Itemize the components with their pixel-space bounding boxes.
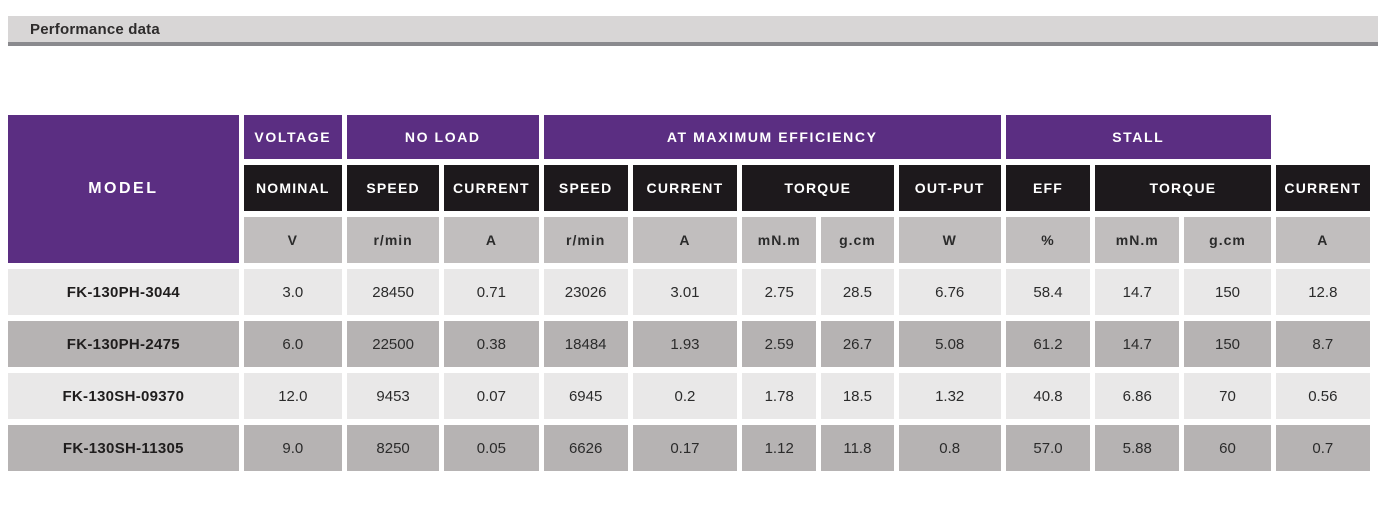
model-cell: FK-130PH-2475 <box>8 321 239 367</box>
data-cell: 40.8 <box>1005 373 1091 419</box>
data-cell: 5.08 <box>898 321 1001 367</box>
data-cell: 0.17 <box>632 425 738 471</box>
data-cell: 6.86 <box>1095 373 1180 419</box>
data-cell: 1.78 <box>742 373 817 419</box>
subheader-row: NOMINAL SPEED CURRENT SPEED CURRENT TORQ… <box>8 165 1370 211</box>
subheader-me-output: OUT-PUT <box>898 165 1001 211</box>
section-title: Performance data <box>30 20 160 38</box>
data-cell: 0.2 <box>632 373 738 419</box>
data-cell: 8250 <box>346 425 440 471</box>
data-cell: 22500 <box>346 321 440 367</box>
unit-stall-a: A <box>1275 217 1370 263</box>
performance-table: MODEL VOLTAGE NO LOAD AT MAXIMUM EFFICIE… <box>3 109 1375 477</box>
data-cell: 0.8 <box>898 425 1001 471</box>
data-cell: 70 <box>1184 373 1271 419</box>
data-cell: 1.12 <box>742 425 817 471</box>
data-cell: 9.0 <box>243 425 342 471</box>
model-cell: FK-130PH-3044 <box>8 269 239 315</box>
model-cell: FK-130SH-11305 <box>8 425 239 471</box>
unit-eff-percent: % <box>1005 217 1091 263</box>
data-cell: 0.05 <box>444 425 539 471</box>
unit-no-load-rmin: r/min <box>346 217 440 263</box>
table-row: FK-130SH-09370 12.0 9453 0.07 6945 0.2 1… <box>8 373 1370 419</box>
data-cell: 14.7 <box>1095 269 1180 315</box>
group-header-stall: STALL <box>1005 115 1271 159</box>
data-cell: 6626 <box>543 425 628 471</box>
data-cell: 5.88 <box>1095 425 1180 471</box>
data-cell: 60 <box>1184 425 1271 471</box>
data-cell: 6.76 <box>898 269 1001 315</box>
unit-me-mnm: mN.m <box>742 217 817 263</box>
data-cell: 8.7 <box>1275 321 1370 367</box>
unit-row: V r/min A r/min A mN.m g.cm W % mN.m g.c… <box>8 217 1370 263</box>
subheader-me-current: CURRENT <box>632 165 738 211</box>
unit-stall-gcm: g.cm <box>1184 217 1271 263</box>
unit-me-gcm: g.cm <box>821 217 894 263</box>
data-cell: 12.8 <box>1275 269 1370 315</box>
group-header-no-load: NO LOAD <box>346 115 539 159</box>
subheader-no-load-speed: SPEED <box>346 165 440 211</box>
unit-stall-mnm: mN.m <box>1095 217 1180 263</box>
subheader-stall-current: CURRENT <box>1275 165 1370 211</box>
table-row: FK-130PH-2475 6.0 22500 0.38 18484 1.93 … <box>8 321 1370 367</box>
group-header-voltage: VOLTAGE <box>243 115 342 159</box>
data-cell: 3.0 <box>243 269 342 315</box>
data-cell: 28450 <box>346 269 440 315</box>
subheader-me-speed: SPEED <box>543 165 628 211</box>
section-header: Performance data <box>8 16 1378 46</box>
data-cell: 57.0 <box>1005 425 1091 471</box>
unit-no-load-a: A <box>444 217 539 263</box>
subheader-me-torque: TORQUE <box>742 165 894 211</box>
unit-output-w: W <box>898 217 1001 263</box>
data-cell: 0.7 <box>1275 425 1370 471</box>
data-cell: 1.93 <box>632 321 738 367</box>
subheader-stall-torque: TORQUE <box>1095 165 1271 211</box>
data-cell: 6.0 <box>243 321 342 367</box>
subheader-nominal: NOMINAL <box>243 165 342 211</box>
table-row: FK-130PH-3044 3.0 28450 0.71 23026 3.01 … <box>8 269 1370 315</box>
data-cell: 1.32 <box>898 373 1001 419</box>
data-cell: 18.5 <box>821 373 894 419</box>
data-cell: 2.59 <box>742 321 817 367</box>
subheader-no-load-current: CURRENT <box>444 165 539 211</box>
data-cell: 26.7 <box>821 321 894 367</box>
data-cell: 0.71 <box>444 269 539 315</box>
data-cell: 150 <box>1184 321 1271 367</box>
data-cell: 23026 <box>543 269 628 315</box>
group-header-model: MODEL <box>8 115 239 263</box>
unit-me-a: A <box>632 217 738 263</box>
unit-voltage-v: V <box>243 217 342 263</box>
subheader-me-eff: EFF <box>1005 165 1091 211</box>
model-cell: FK-130SH-09370 <box>8 373 239 419</box>
data-cell: 3.01 <box>632 269 738 315</box>
data-cell: 2.75 <box>742 269 817 315</box>
data-cell: 28.5 <box>821 269 894 315</box>
data-cell: 18484 <box>543 321 628 367</box>
data-cell: 6945 <box>543 373 628 419</box>
data-cell: 58.4 <box>1005 269 1091 315</box>
data-cell: 0.07 <box>444 373 539 419</box>
data-cell: 9453 <box>346 373 440 419</box>
data-cell: 0.56 <box>1275 373 1370 419</box>
data-cell: 12.0 <box>243 373 342 419</box>
data-cell: 14.7 <box>1095 321 1180 367</box>
data-cell: 0.38 <box>444 321 539 367</box>
group-header-row: MODEL VOLTAGE NO LOAD AT MAXIMUM EFFICIE… <box>8 115 1370 263</box>
data-cell: 61.2 <box>1005 321 1091 367</box>
data-cell: 11.8 <box>821 425 894 471</box>
data-cell: 150 <box>1184 269 1271 315</box>
unit-me-rmin: r/min <box>543 217 628 263</box>
table-row: FK-130SH-11305 9.0 8250 0.05 6626 0.17 1… <box>8 425 1370 471</box>
group-header-max-efficiency: AT MAXIMUM EFFICIENCY <box>543 115 1001 159</box>
